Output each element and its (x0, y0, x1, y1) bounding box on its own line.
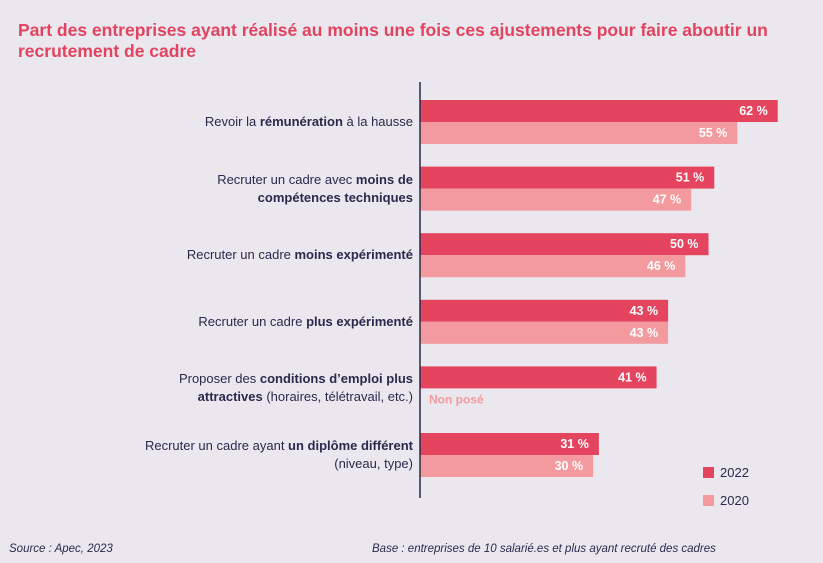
category-label-3: Recruter un cadre plus expérimenté (198, 313, 413, 329)
data-label-2022-1: 51 % (676, 171, 705, 185)
category-label-4: Proposer des conditions d’emploi plus at… (178, 371, 413, 405)
data-label-2020-0: 55 % (699, 126, 728, 140)
legend-swatch-2020 (703, 495, 714, 506)
bar-2022-4 (420, 366, 657, 389)
category-label-2: Recruter un cadre moins expérimenté (186, 247, 413, 263)
bar-2020-5 (420, 455, 594, 477)
data-label-2022-0: 62 % (739, 104, 768, 118)
bar-2022-1 (420, 166, 715, 189)
legend-label-2022: 2022 (720, 465, 749, 480)
data-label-2020-5: 30 % (555, 459, 584, 473)
data-label-2022-4: 41 % (618, 370, 647, 384)
legend-label-2020: 2020 (720, 493, 749, 508)
data-label-2022-2: 50 % (670, 237, 699, 251)
category-label-5: Recruter un cadre ayant un diplôme diffé… (144, 438, 413, 471)
chart-title: Part des entreprises ayant réalisé au mo… (18, 20, 768, 61)
data-label-2022-3: 43 % (630, 304, 659, 318)
category-label-1: Recruter un cadre avec moins de compéten… (217, 171, 413, 205)
bar-2020-3 (420, 321, 669, 344)
data-label-2020-1: 47 % (653, 193, 682, 207)
bar-2022-2 (420, 233, 709, 256)
data-label-2020-3: 43 % (630, 326, 659, 340)
bar-2022-5 (420, 433, 599, 455)
bar-2022-3 (420, 299, 669, 322)
legend-swatch-2022 (703, 467, 714, 478)
source-note: Source : Apec, 2023 (9, 543, 113, 555)
bar-2020-1 (420, 188, 692, 211)
bar-2020-2 (420, 255, 686, 278)
data-label-2022-5: 31 % (560, 437, 589, 451)
bar-2022-0 (420, 100, 778, 122)
data-label-2020-2: 46 % (647, 259, 676, 273)
missing-value-label: Non posé (429, 392, 484, 406)
category-label-0: Revoir la rémunération à la hausse (204, 114, 413, 129)
bar-2020-0 (420, 122, 738, 144)
base-note: Base : entreprises de 10 salarié.es et p… (372, 543, 716, 555)
